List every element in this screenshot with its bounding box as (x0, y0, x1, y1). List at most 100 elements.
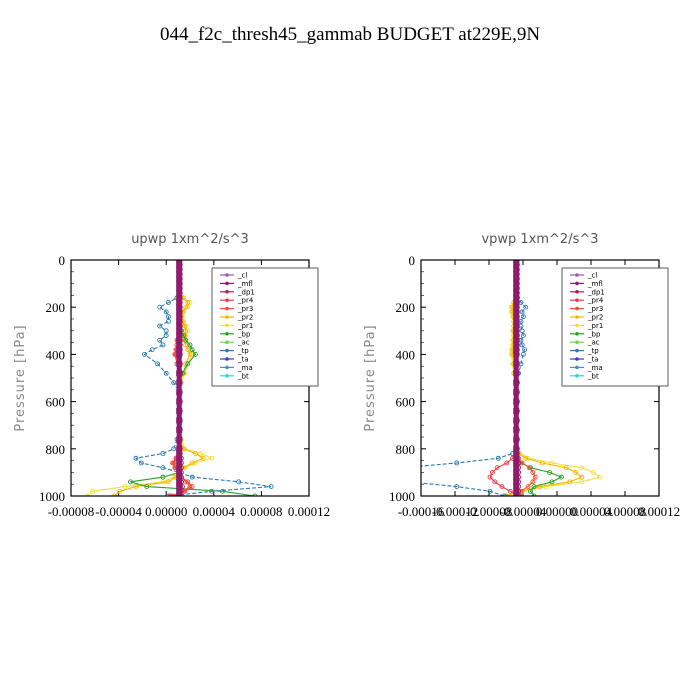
series-point-pr2 (133, 484, 139, 490)
series-point-mfl (513, 351, 520, 358)
series-point-mfl (513, 474, 520, 481)
legend-label: _pr3 (237, 305, 253, 313)
series-point-tp (157, 304, 163, 310)
series-point-mfl (513, 346, 520, 353)
legend-label: _tp (587, 347, 599, 355)
legend-label: _dp1 (587, 288, 605, 296)
series-point-pr1 (198, 451, 204, 456)
series-point-tp (523, 304, 529, 310)
legend-label: _pr2 (587, 314, 603, 322)
series-point-pr2 (523, 455, 529, 461)
series-point-bp (189, 347, 195, 353)
legend-marker (225, 348, 229, 353)
legend-label: _bt (237, 372, 249, 380)
series-point-tp (163, 333, 169, 338)
series-point-tp (171, 446, 177, 452)
series-point-mfl (176, 266, 183, 273)
series-point-bp (531, 484, 537, 490)
series-point-tp (165, 300, 171, 305)
series-point-pr2 (563, 465, 569, 471)
series-point-bp (183, 337, 189, 343)
legend-marker (225, 315, 229, 319)
series-point-pr2 (185, 300, 191, 305)
series-point-pr1 (579, 479, 585, 485)
series-point-pr4 (168, 493, 173, 496)
series-point-tp (149, 347, 155, 353)
series-point-mfl (176, 327, 183, 334)
series-point-tp (371, 470, 375, 474)
x-tick-label: 0.00012 (288, 504, 330, 519)
series-point-mfl (176, 478, 183, 485)
series-point-pr2 (573, 469, 579, 475)
series-point-pr2 (183, 304, 189, 310)
series-point-tp (138, 460, 144, 466)
legend-marker (225, 298, 229, 303)
series-point-pr2 (117, 488, 123, 494)
legend-label: _mfl (237, 280, 253, 288)
series-point-mfl (513, 483, 520, 490)
legend-marker (575, 365, 579, 370)
series-point-mfl (176, 260, 183, 263)
series-point-tp (401, 466, 405, 470)
x-tick-label: -0.00004 (500, 504, 547, 519)
legend-label: _ta (237, 356, 249, 364)
panel-title: upwp 1xm^2/s^3 (131, 232, 249, 247)
series-point-mfl (176, 285, 183, 292)
series-point-pr3 (171, 460, 177, 466)
series-point-bp (531, 493, 537, 496)
series-point-mfl (513, 360, 520, 367)
legend-label: _ma (237, 364, 253, 372)
series-point-mfl (513, 426, 520, 433)
series-point-pr4 (504, 460, 510, 466)
x-tick-label: 0.00004 (570, 504, 613, 519)
series-point-mfl (513, 337, 520, 344)
series-point-bp (547, 469, 552, 475)
series-point-tp (268, 484, 274, 490)
series-point-tp (520, 333, 526, 338)
series-point-mfl (176, 464, 183, 471)
series-point-pr1 (543, 484, 549, 490)
y-tick-label: 600 (46, 395, 66, 410)
legend-label: _tp (237, 347, 249, 355)
series-point-tp (163, 309, 169, 315)
legend-label: _cl (587, 272, 597, 280)
series-point-tp (165, 493, 171, 496)
series-point-pr3 (526, 465, 532, 471)
series-point-mfl (513, 260, 520, 263)
series-point-pr3 (530, 479, 536, 485)
series-point-mfl (176, 436, 183, 443)
series-point-mfl (176, 445, 183, 452)
y-tick-label: 0 (409, 253, 416, 268)
series-point-mfl (513, 271, 520, 278)
series-point-tp (160, 465, 166, 471)
series-point-pr2 (567, 479, 573, 485)
legend-marker (575, 357, 579, 361)
series-point-bp (252, 493, 258, 496)
series-point-mfl (176, 290, 183, 297)
series-point-pr4 (494, 465, 500, 471)
legend-marker (225, 306, 229, 311)
series-point-bp (549, 479, 555, 485)
series-point-mfl (176, 426, 183, 433)
series-point-mfl (513, 398, 520, 405)
series-point-tp (189, 474, 195, 480)
legend-marker (575, 323, 579, 328)
series-point-pr2 (187, 351, 193, 357)
series-point-pr2 (111, 493, 117, 496)
series-point-mfl (176, 493, 183, 496)
series-point-mfl (513, 459, 520, 466)
series-point-tp (519, 309, 525, 315)
x-tick-label: 0.00008 (240, 504, 282, 519)
y-tick-label: 400 (46, 347, 66, 362)
series-point-mfl (176, 275, 183, 282)
series-point-pr1 (84, 493, 90, 496)
series-point-mfl (513, 332, 520, 339)
series-point-tp (133, 455, 139, 461)
legend-marker (225, 281, 229, 286)
legend-label: _pr4 (237, 297, 254, 305)
legend-label: _bp (237, 330, 251, 338)
series-point-mfl (513, 370, 520, 377)
series-point-tp (163, 370, 169, 376)
series-point-mfl (176, 469, 183, 476)
series-point-mfl (513, 294, 520, 301)
